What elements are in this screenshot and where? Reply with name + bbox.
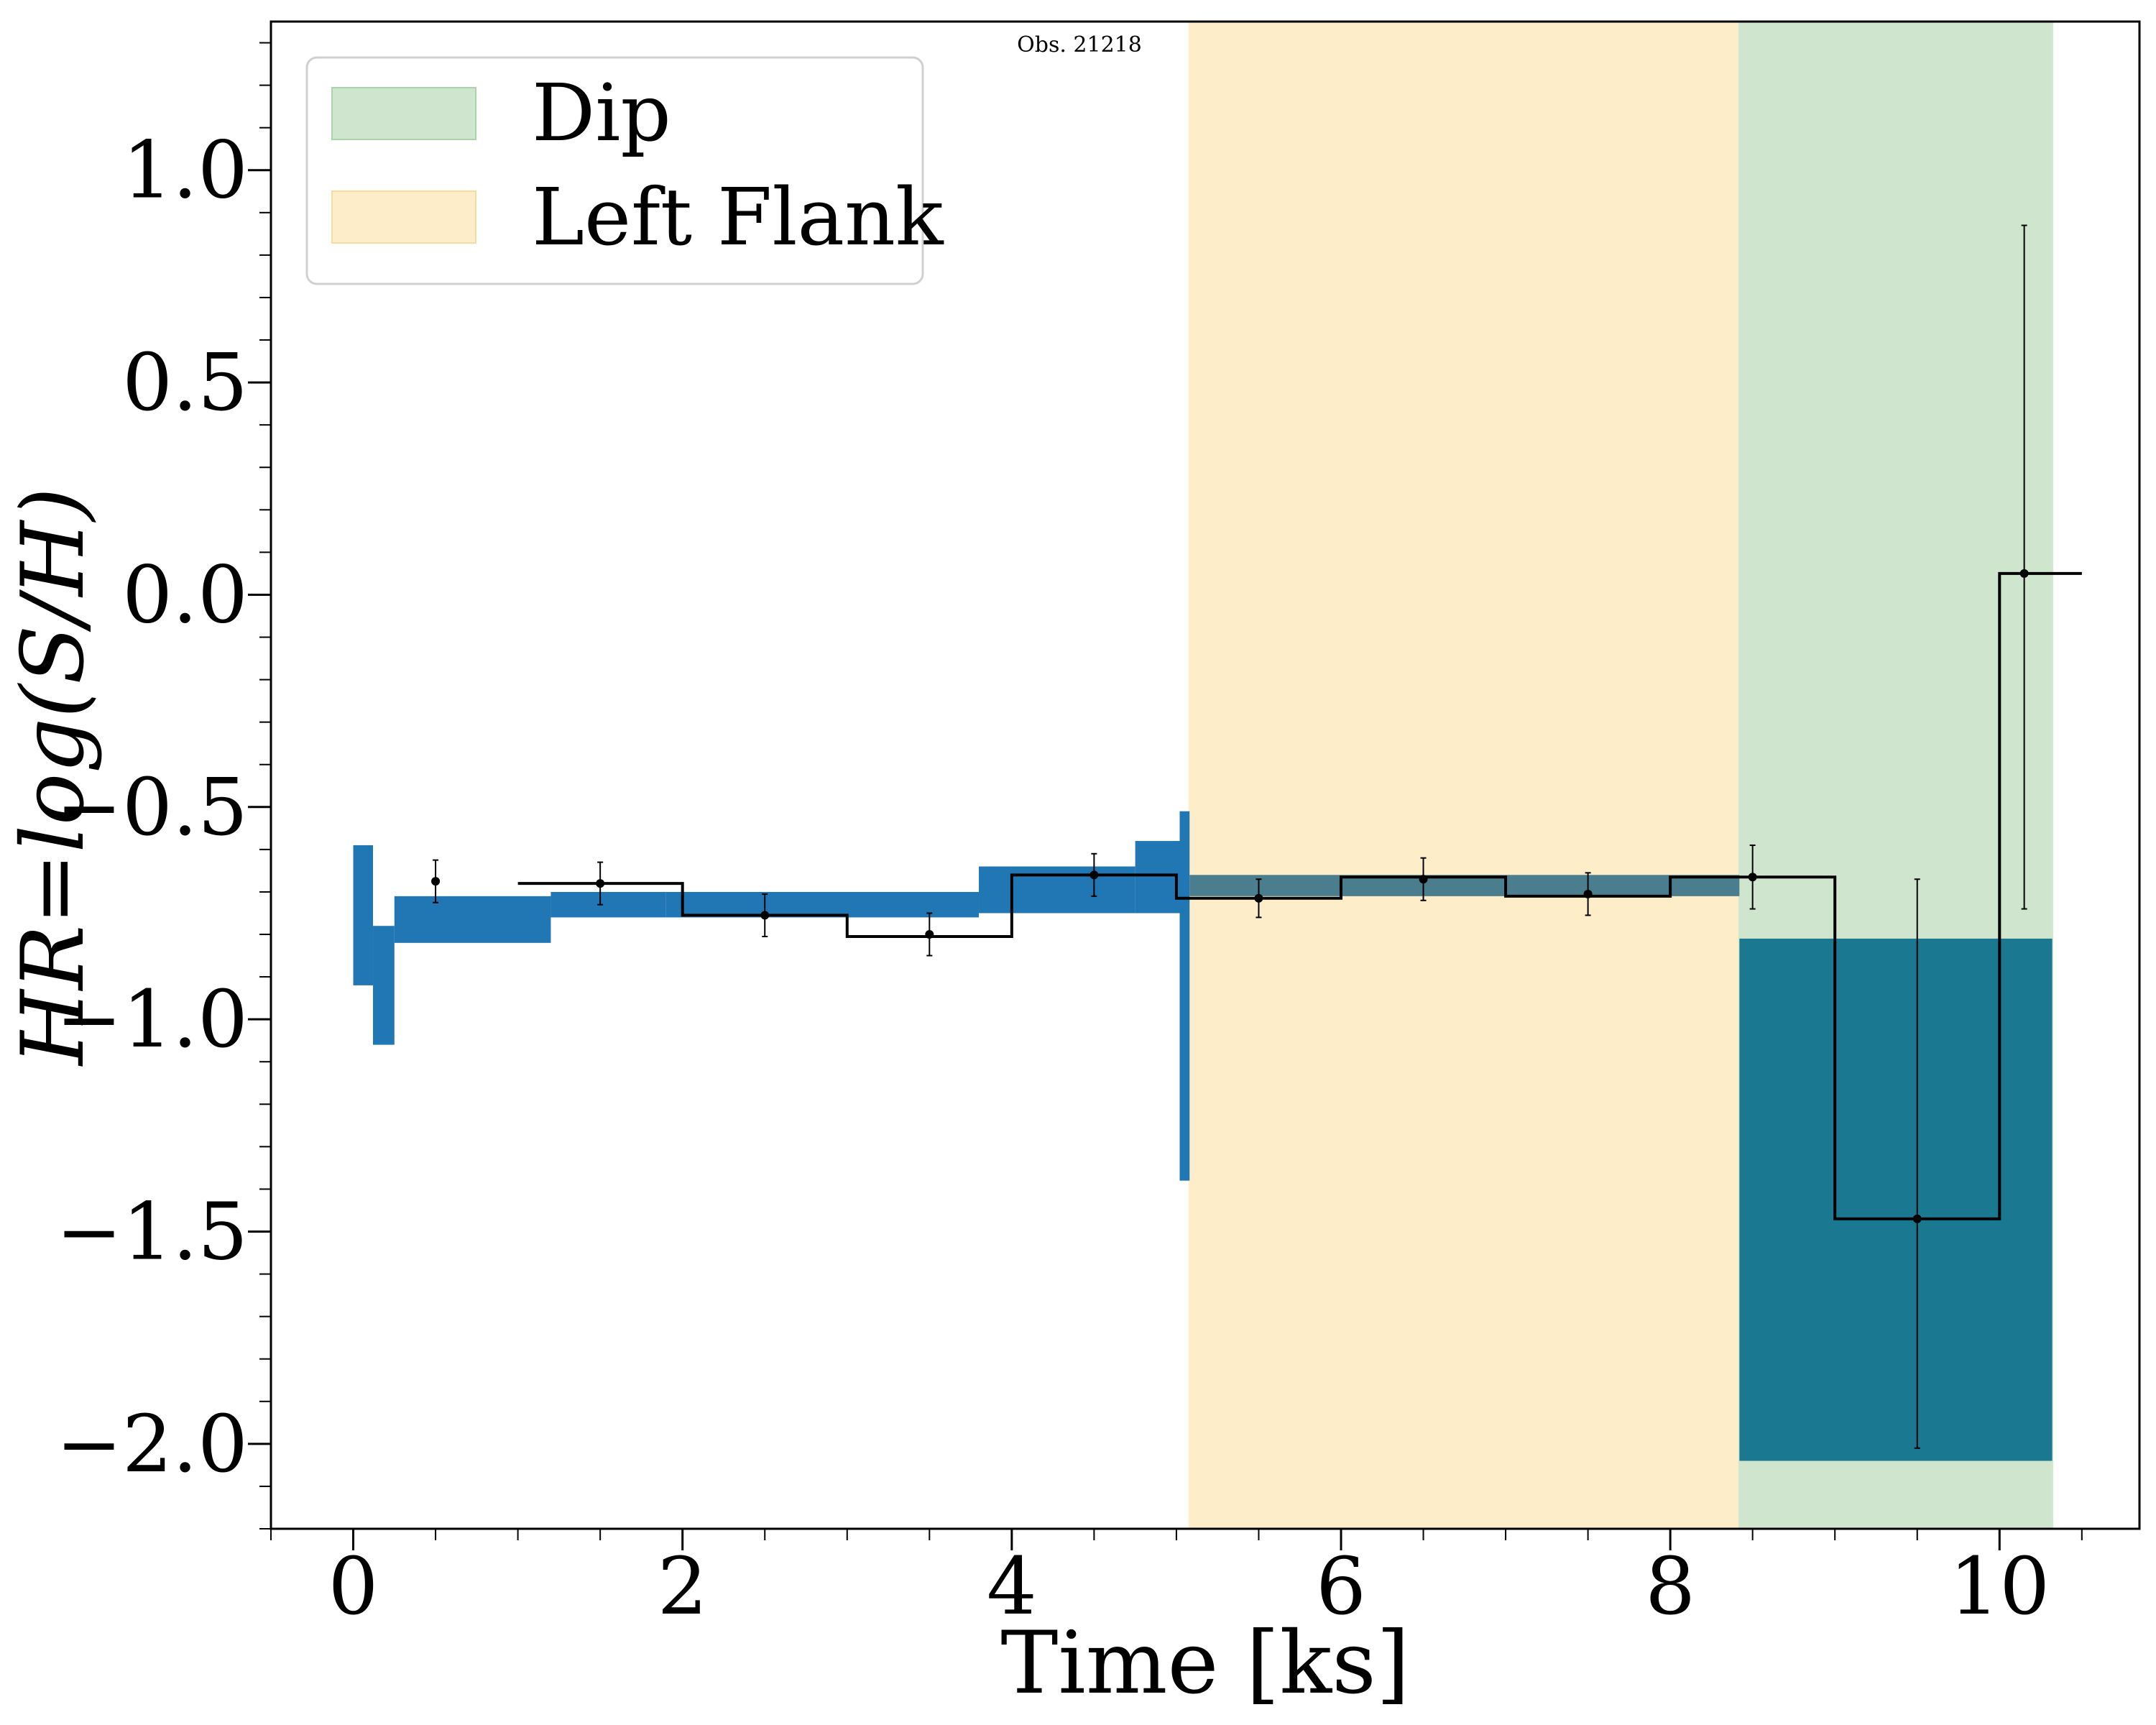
x-tick-label: 10 xyxy=(1949,1540,2050,1632)
data-points xyxy=(431,224,2029,1449)
axis-ticks xyxy=(248,42,2083,1550)
data-point-10 xyxy=(2019,569,2029,578)
y-axis-label: HR=log(S/H) xyxy=(4,487,103,1067)
data-point-3 xyxy=(925,930,934,939)
data-point-2 xyxy=(760,911,770,920)
data-point-1 xyxy=(596,879,605,888)
legend-swatch-dip xyxy=(331,87,476,140)
band-segment-6 xyxy=(1135,841,1180,914)
x-tick-label: 2 xyxy=(658,1540,708,1632)
band-segment-3 xyxy=(550,891,666,918)
legend-swatch-left-flank xyxy=(331,190,476,244)
y-tick-labels: 1.0 0.5 0.0 −0.5 −1.0 −1.5 −2.0 xyxy=(56,124,248,1490)
step-line-path xyxy=(517,571,2082,1220)
band-segment-1 xyxy=(373,926,395,1045)
band-segment-5 xyxy=(979,866,1135,914)
data-point-0 xyxy=(431,877,441,886)
data-point-7 xyxy=(1583,889,1593,898)
x-tick-label: 8 xyxy=(1645,1540,1695,1632)
band-segment-2 xyxy=(394,896,551,943)
x-tick-labels: 0 2 4 6 8 10 xyxy=(328,1540,2050,1632)
data-point-6 xyxy=(1419,875,1428,884)
legend-label-left-flank: Left Flank xyxy=(532,171,944,263)
step-line xyxy=(517,571,2082,1220)
y-tick-label: 0.5 xyxy=(122,336,248,428)
data-point-4 xyxy=(1089,870,1099,880)
y-tick-label: −1.5 xyxy=(56,1186,248,1278)
legend-label-dip: Dip xyxy=(532,67,671,159)
x-tick-label: 6 xyxy=(1316,1540,1366,1632)
band-segment-0 xyxy=(353,845,374,985)
y-tick-label: −1.0 xyxy=(56,973,248,1065)
legend: Dip Left Flank xyxy=(305,56,944,285)
y-tick-label: 0.0 xyxy=(122,548,248,640)
x-tick-label: 0 xyxy=(328,1540,379,1632)
x-axis-label: Time [ks] xyxy=(1000,1614,1409,1714)
chart-title: Obs. 21218 xyxy=(1017,32,1142,58)
data-point-8 xyxy=(1748,873,1757,882)
y-tick-label: 1.0 xyxy=(122,124,248,216)
plot-frame xyxy=(270,20,2141,1530)
data-point-5 xyxy=(1254,893,1263,903)
data-point-9 xyxy=(1912,1214,1922,1223)
region-left-flank xyxy=(1189,22,1740,1529)
y-tick-label: −0.5 xyxy=(56,761,248,853)
y-tick-label: −2.0 xyxy=(56,1398,248,1490)
x-tick-label: 4 xyxy=(987,1540,1037,1632)
band-segment-7 xyxy=(1179,811,1190,1181)
band-segment-9 xyxy=(1739,938,2053,1461)
